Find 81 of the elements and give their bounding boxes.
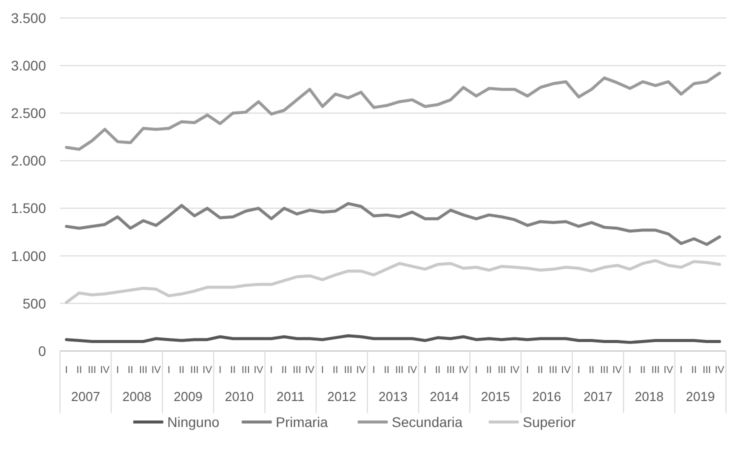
y-tick-label: 3.500	[10, 10, 46, 26]
x-tick-label: III	[498, 365, 506, 376]
line-series	[64, 259, 722, 304]
text: 2014	[430, 389, 459, 404]
x-tick-label: IV	[664, 365, 674, 376]
x-tick-label: III	[190, 365, 199, 376]
x-tick-label: II	[281, 365, 287, 376]
x-tick-label: IV	[407, 365, 418, 376]
x-tick-label: IV	[305, 365, 315, 376]
x-tick-label: III	[702, 365, 711, 376]
x-tick-label: I	[628, 365, 632, 376]
text: 2016	[532, 389, 562, 404]
x-tick-label: IV	[561, 365, 571, 376]
x-tick-label: IV	[254, 365, 264, 376]
y-tick-label: 500	[22, 295, 46, 312]
y-tick-label: 3.000	[10, 57, 46, 74]
x-tick-label: I	[424, 365, 426, 376]
x-tick-label: IV	[202, 365, 212, 376]
x-tick-label: I	[65, 365, 68, 376]
legend-label: Primaria	[276, 414, 328, 430]
x-tick-label: I	[218, 365, 222, 376]
x-tick-label: I	[680, 365, 683, 376]
x-tick-label: II	[384, 365, 390, 376]
x-tick-label: II	[435, 365, 441, 376]
legend-label: Ninguno	[167, 414, 220, 430]
x-tick-label: IV	[510, 365, 520, 376]
x-tick-label: III	[242, 365, 250, 376]
line-series	[64, 202, 722, 246]
x-tick-label: I	[167, 365, 170, 376]
x-tick-label: III	[88, 365, 96, 376]
x-tick-label: II	[691, 365, 697, 376]
y-tick-label: 1.500	[10, 200, 46, 216]
x-tick-label: II	[588, 365, 594, 376]
y-tick-label: 1.000	[10, 248, 46, 264]
x-tick-label: II	[332, 365, 338, 376]
x-tick-label: II	[76, 365, 82, 376]
x-tick-label: IV	[458, 365, 468, 376]
x-tick-label: III	[548, 365, 558, 376]
x-tick-label: III	[651, 365, 660, 376]
x-tick-label: I	[270, 365, 273, 376]
x-tick-label: III	[600, 365, 608, 376]
text: 2008	[122, 389, 152, 404]
x-tick-label: III	[395, 365, 404, 376]
text: 2010	[224, 389, 254, 404]
x-tick-label: II	[486, 365, 492, 376]
x-tick-label: IV	[714, 365, 725, 376]
x-tick-label: II	[128, 365, 134, 376]
x-tick-label: II	[230, 365, 236, 376]
x-tick-label: IV	[612, 365, 622, 376]
text: 2013	[378, 389, 408, 404]
text: 2012	[327, 389, 356, 404]
x-tick-label: III	[139, 365, 148, 376]
text: 2017	[583, 389, 612, 404]
x-tick-label: I	[321, 365, 324, 376]
x-tick-label: III	[344, 365, 352, 376]
y-tick-label: 2.000	[10, 152, 46, 169]
line-series	[64, 334, 722, 344]
text: 2015	[481, 389, 510, 404]
text: 2019	[686, 389, 715, 404]
x-tick-label: I	[577, 365, 580, 376]
y-tick-label: 2.500	[10, 105, 46, 122]
x-tick-label: I	[526, 365, 529, 376]
legend-label: Superior	[522, 414, 576, 430]
text: 2018	[634, 389, 664, 404]
text: 2009	[174, 389, 203, 404]
x-tick-label: IV	[356, 365, 366, 376]
x-tick-label: I	[116, 365, 120, 376]
x-tick-label: II	[640, 365, 646, 376]
x-tick-label: III	[292, 365, 302, 376]
text: 2007	[71, 389, 100, 404]
y-tick-label: 0	[38, 342, 46, 359]
x-tick-label: III	[446, 365, 455, 376]
x-tick-label: IV	[100, 365, 110, 376]
x-tick-label: II	[538, 365, 544, 376]
x-tick-label: I	[474, 365, 478, 376]
x-tick-label: II	[178, 365, 184, 376]
x-tick-label: IV	[151, 365, 162, 376]
x-tick-label: I	[372, 365, 376, 376]
text: 2011	[276, 389, 305, 404]
line-series	[64, 72, 722, 151]
legend-label: Secundaria	[392, 414, 463, 430]
